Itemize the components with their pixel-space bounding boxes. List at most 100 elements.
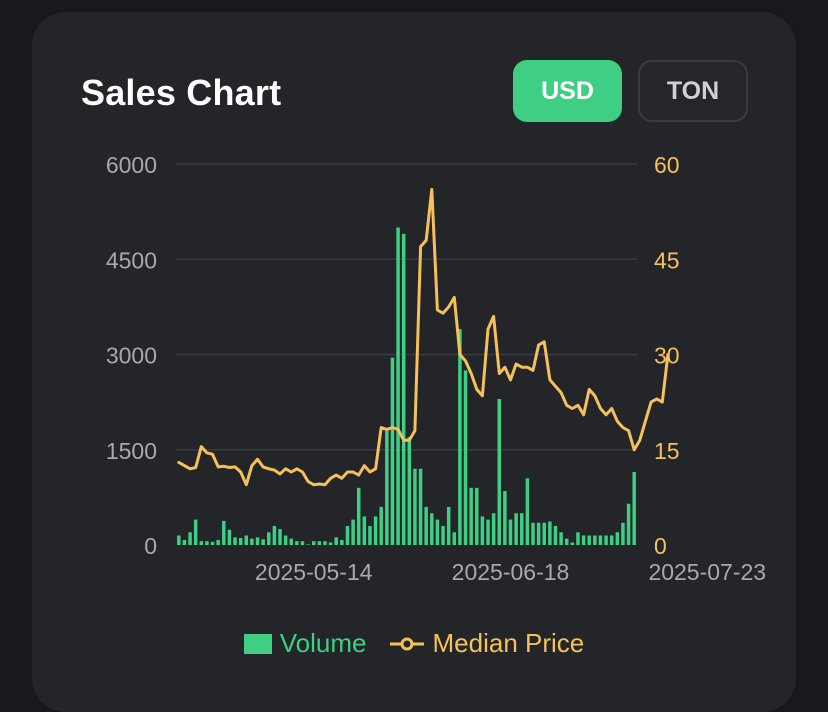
volume-bar: [396, 227, 400, 545]
volume-bar: [289, 538, 293, 545]
legend-item-volume[interactable]: Volume: [243, 628, 367, 659]
volume-bar: [463, 370, 468, 545]
volume-bar: [615, 532, 620, 545]
volume-bar: [317, 541, 322, 545]
chart-legend: Volume Median Price: [0, 628, 828, 659]
volume-bar: [598, 535, 603, 545]
volume-bar: [177, 535, 181, 545]
volume-bar: [323, 541, 327, 545]
volume-bar: [564, 538, 569, 545]
volume-bar: [345, 525, 350, 545]
volume-bar: [351, 519, 355, 545]
volume-bar: [604, 535, 608, 545]
left-axis-tick-label: 0: [144, 533, 157, 559]
right-axis-tick-label: 60: [654, 152, 680, 178]
volume-bar: [300, 541, 305, 545]
legend-item-median-price[interactable]: Median Price: [389, 628, 585, 659]
right-axis-tick-label: 45: [654, 247, 680, 273]
volume-bar: [536, 522, 541, 545]
legend-median-price-label: Median Price: [432, 628, 585, 658]
x-axis-tick-label: 2025-07-23: [648, 559, 766, 585]
volume-bar: [520, 513, 524, 545]
volume-bar: [632, 471, 636, 545]
volume-bar: [182, 539, 187, 545]
volume-bar: [193, 519, 198, 545]
volume-bar: [593, 535, 597, 545]
volume-bar: [255, 537, 260, 545]
legend-volume-label: Volume: [279, 628, 367, 658]
right-axis-tick-label: 0: [654, 533, 667, 559]
volume-bar: [491, 513, 496, 545]
right-axis-tick-label: 15: [654, 438, 680, 464]
volume-bar: [278, 529, 282, 545]
volume-bar: [497, 398, 502, 545]
volume-bar: [525, 478, 530, 545]
volume-bar: [250, 538, 254, 545]
volume-bar: [334, 537, 338, 545]
volume-bar: [570, 542, 575, 545]
volume-bar: [311, 541, 316, 545]
volume-bar: [430, 513, 434, 545]
volume-bar: [368, 525, 372, 545]
volume-bar: [503, 491, 507, 545]
line-marker-icon: [389, 637, 424, 650]
volume-bar: [385, 430, 389, 545]
volume-bar: [238, 538, 243, 545]
volume-bar: [441, 525, 445, 545]
volume-bar: [222, 520, 226, 545]
median-price-line: [177, 187, 670, 487]
left-axis-tick-label: 3000: [106, 343, 157, 369]
volume-bar: [216, 539, 220, 545]
sales-chart-card: [32, 12, 796, 712]
volume-bar: [362, 516, 367, 545]
volume-bar: [542, 522, 546, 545]
volume-bar: [576, 532, 580, 545]
volume-bar: [475, 487, 479, 545]
volume-bar: [626, 503, 631, 545]
volume-bar: [188, 532, 192, 545]
volume-bar: [609, 535, 614, 545]
volume-bar: [559, 532, 563, 545]
volume-bar: [283, 535, 288, 545]
volume-bar: [418, 468, 423, 545]
volume-bar: [261, 539, 265, 545]
volume-bar: [581, 535, 586, 545]
volume-bar: [306, 544, 310, 545]
volume-bar: [480, 516, 485, 545]
volume-bar: [553, 525, 558, 545]
x-axis-tick-label: 2025-05-14: [255, 559, 373, 585]
volume-bar: [587, 535, 591, 545]
ton-currency-button[interactable]: TON: [638, 60, 748, 122]
volume-bar: [458, 329, 462, 545]
volume-bar: [267, 532, 271, 545]
volume-bar: [401, 233, 406, 545]
volume-bar: [227, 529, 232, 545]
volume-bar: [295, 541, 299, 545]
volume-bar: [390, 357, 395, 545]
left-axis-tick-label: 6000: [106, 152, 157, 178]
volume-bar: [244, 535, 249, 545]
left-axis-tick-label: 1500: [106, 438, 157, 464]
usd-currency-button[interactable]: USD: [513, 60, 622, 122]
volume-bar: [210, 541, 215, 545]
volume-bar: [486, 519, 490, 545]
x-axis-tick-label: 2025-06-18: [452, 559, 570, 585]
volume-bar: [199, 541, 204, 545]
volume-bar: [340, 539, 344, 545]
volume-bar: [531, 522, 535, 545]
chart-title: Sales Chart: [81, 72, 282, 113]
volume-bar: [621, 522, 625, 545]
volume-bar: [356, 487, 361, 545]
volume-bar: [373, 516, 378, 545]
volume-bar: [205, 541, 209, 545]
volume-bar: [514, 513, 518, 545]
volume-bar: [508, 519, 513, 545]
volume-bar: [379, 506, 383, 545]
volume-bar: [233, 537, 237, 545]
volume-bar: [452, 532, 457, 545]
volume-bar: [446, 506, 451, 545]
volume-swatch-icon: [243, 633, 272, 654]
volume-bar: [272, 525, 277, 545]
volume-bar: [328, 542, 333, 545]
